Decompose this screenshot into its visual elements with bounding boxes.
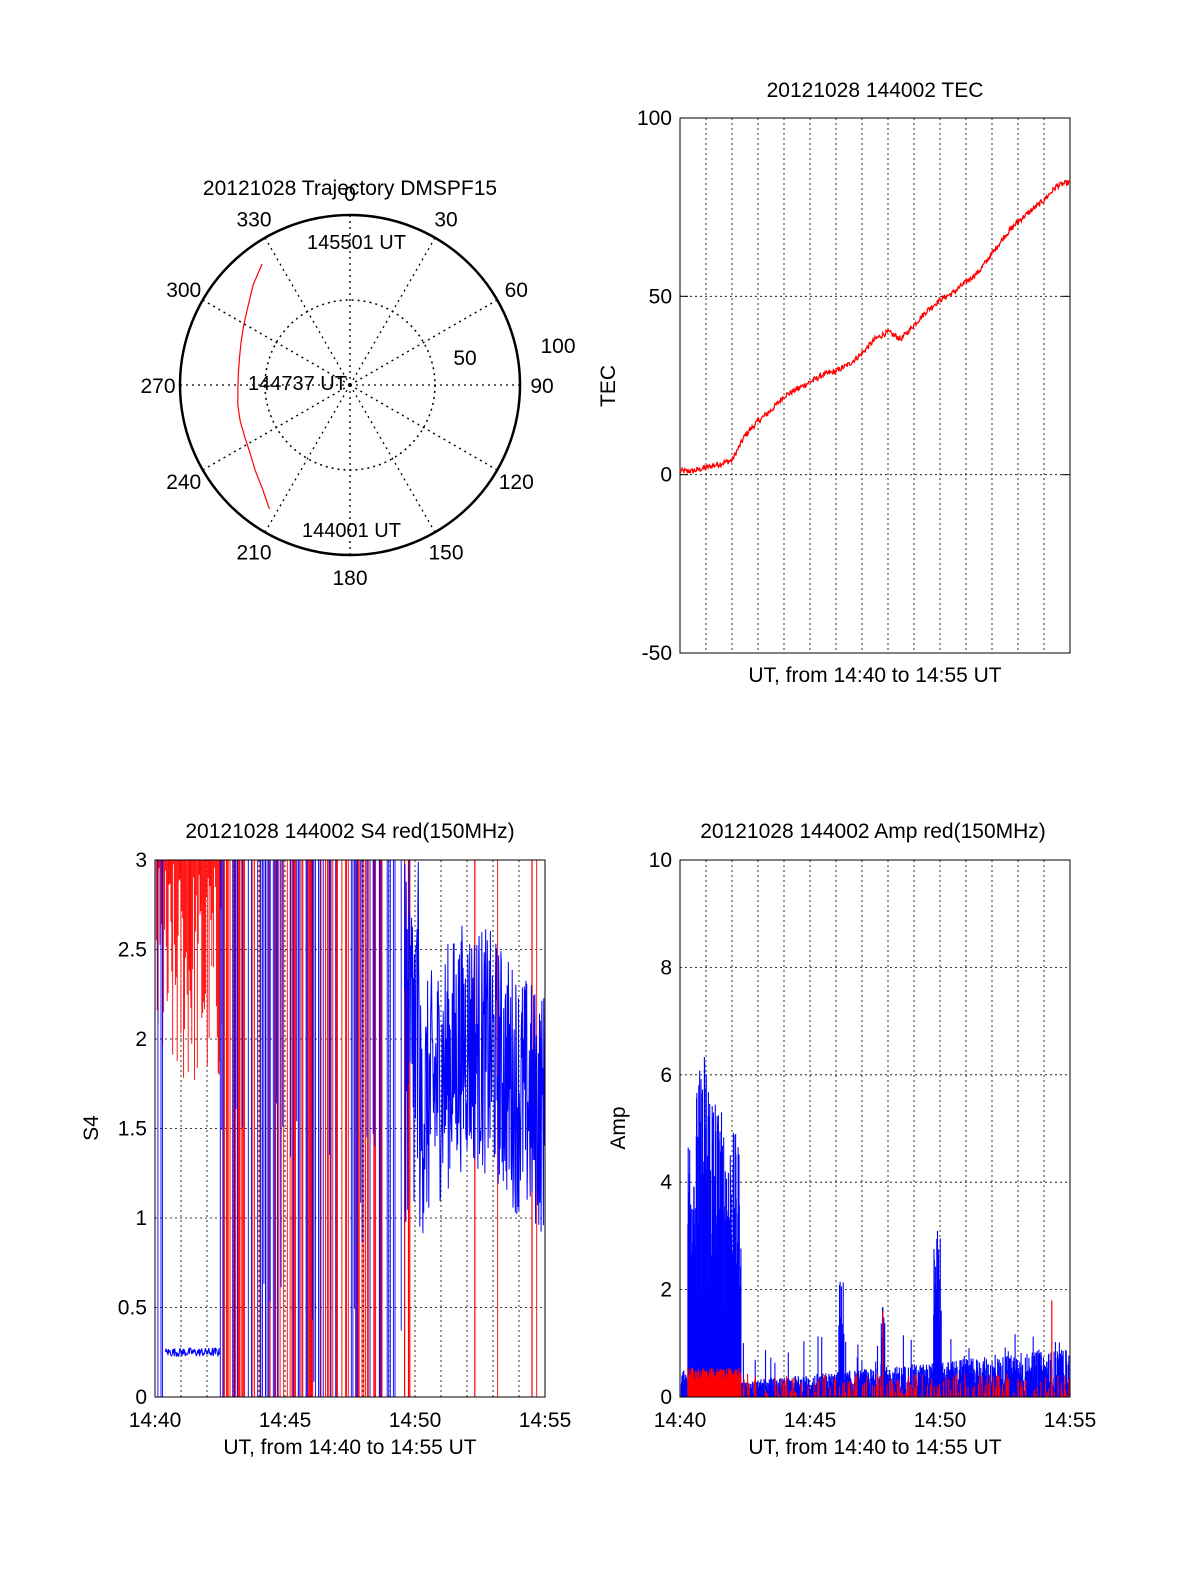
amp-y-tick-label: 2 (660, 1279, 672, 1302)
polar-title: 20121028 Trajectory DMSPF15 (203, 177, 497, 200)
tec-axes-frame (679, 117, 1071, 654)
amp-blue-series (680, 1057, 1071, 1397)
s4-x-tick-label: 14:40 (129, 1409, 182, 1432)
polar-spoke-30 (349, 237, 436, 386)
tec-y-tick-label: -50 (642, 642, 672, 665)
s4-y-tick-label: 3 (135, 849, 147, 872)
polar-angle-label-120: 120 (499, 471, 534, 494)
amp-x-ticks: 14:40 14:45 14:50 14:55 (654, 1409, 1097, 1432)
tec-grid (680, 118, 1070, 653)
polar-spoke-210 (264, 384, 351, 533)
amp-y-tick-label: 8 (660, 956, 672, 979)
polar-angle-label-30: 30 (434, 209, 457, 232)
amp-x-tick-label: 14:45 (784, 1409, 837, 1432)
amp-y-label: Amp (607, 1106, 630, 1149)
tec-y-ticks: -50 0 50 100 (637, 107, 1070, 665)
tec-y-tick-label: 100 (637, 107, 672, 130)
polar-radial-label-50: 50 (453, 347, 476, 370)
annotation-144737: 144737 UT (248, 373, 347, 395)
polar-angle-label-240: 240 (166, 471, 201, 494)
polar-spoke-330 (264, 237, 351, 386)
s4-blue-line (164, 1347, 220, 1358)
polar-panel: 20121028 Trajectory DMSPF15 0 30 60 90 120 15… (140, 177, 575, 590)
s4-y-tick-label: 0.5 (118, 1297, 147, 1320)
annotation-145501: 145501 UT (307, 232, 406, 254)
s4-axes-frame (154, 859, 546, 1398)
amp-y-tick-label: 6 (660, 1064, 672, 1087)
amp-axes-frame (679, 859, 1071, 1398)
amp-x-tick-label: 14:55 (1044, 1409, 1097, 1432)
amp-x-tick-label: 14:50 (914, 1409, 967, 1432)
tec-panel: 20121028 144002 TEC -50 0 50 100 UT, from 1… (597, 79, 1071, 687)
s4-x-ticks: 14:40 14:45 14:50 14:55 (129, 1409, 572, 1432)
polar-angle-label-330: 330 (236, 209, 271, 232)
s4-x-tick-label: 14:50 (389, 1409, 442, 1432)
polar-spoke-240 (202, 384, 351, 471)
s4-y-label: S4 (80, 1115, 103, 1141)
tec-series-line (679, 179, 1071, 475)
s4-y-tick-label: 2.5 (118, 939, 147, 962)
amp-red-series (687, 1300, 1071, 1397)
amp-x-label: UT, from 14:40 to 14:55 UT (748, 1436, 1001, 1459)
polar-trajectory-line (237, 263, 270, 510)
tec-x-label: UT, from 14:40 to 14:55 UT (748, 664, 1001, 687)
amp-y-tick-label: 4 (660, 1171, 672, 1194)
polar-angle-label-210: 210 (236, 541, 271, 564)
polar-spoke-300 (202, 299, 351, 386)
amp-y-tick-label: 0 (660, 1386, 672, 1409)
amp-y-ticks: 0 2 4 6 8 10 (649, 849, 673, 1409)
polar-angle-label-60: 60 (505, 279, 528, 302)
s4-y-tick-label: 0 (135, 1386, 147, 1409)
polar-radial-label-100: 100 (540, 335, 575, 358)
tec-title: 20121028 144002 TEC (767, 79, 984, 102)
amp-title: 20121028 144002 Amp red(150MHz) (700, 820, 1046, 843)
tec-y-tick-label: 0 (660, 464, 672, 487)
polar-spoke-120 (349, 384, 498, 471)
amp-x-tick-label: 14:40 (654, 1409, 707, 1432)
s4-y-tick-label: 1 (135, 1207, 147, 1230)
s4-x-label: UT, from 14:40 to 14:55 UT (223, 1436, 476, 1459)
polar-spoke-150 (349, 384, 436, 533)
s4-blue-series (157, 860, 546, 1397)
s4-y-ticks: 0 0.5 1 1.5 2 2.5 3 (118, 849, 147, 1409)
s4-x-tick-label: 14:55 (519, 1409, 572, 1432)
amp-grid (680, 860, 1070, 1397)
tec-y-tick-label: 50 (649, 285, 672, 308)
tec-y-label: TEC (597, 365, 620, 407)
polar-spoke-60 (349, 299, 498, 386)
s4-panel: 20121028 144002 S4 red(150MHz) 0 0.5 1 1.5 2… (80, 820, 571, 1459)
polar-angle-label-150: 150 (428, 541, 463, 564)
s4-y-tick-label: 1.5 (118, 1118, 147, 1141)
polar-angle-label-180: 180 (332, 567, 367, 590)
s4-title: 20121028 144002 S4 red(150MHz) (185, 820, 514, 843)
polar-angle-labels: 0 30 60 90 120 150 180 210 240 270 300 330 (140, 183, 553, 590)
s4-y-tick-label: 2 (135, 1028, 147, 1051)
s4-blue-line (404, 860, 546, 1234)
polar-angle-label-270: 270 (140, 375, 175, 398)
amp-panel: 20121028 144002 Amp red(150MHz) 0246810 … (607, 820, 1096, 1459)
amp-y-tick-label: 10 (649, 849, 672, 872)
polar-angle-label-0: 0 (344, 183, 356, 206)
s4-x-tick-label: 14:45 (259, 1409, 312, 1432)
polar-angle-label-90: 90 (530, 375, 553, 398)
polar-spokes (180, 215, 520, 555)
polar-angle-label-300: 300 (166, 279, 201, 302)
annotation-144001: 144001 UT (302, 520, 401, 542)
